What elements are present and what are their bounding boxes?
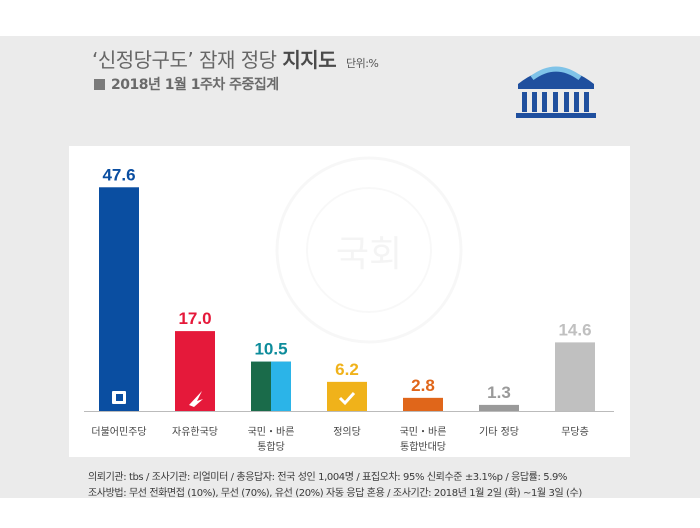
category-label-4-1: 통합반대당 bbox=[400, 441, 446, 453]
libertykorea-logo-icon bbox=[189, 391, 203, 407]
bar-4 bbox=[403, 397, 443, 411]
category-label-3-0: 정의당 bbox=[333, 426, 361, 438]
national-assembly-icon bbox=[516, 66, 596, 118]
category-label-2-0: 국민・바른 bbox=[248, 426, 295, 438]
chart-title: ‘신정당구도’ 잠재 정당 지지도 단위:% bbox=[92, 44, 379, 73]
category-label-0-0: 더불어민주당 bbox=[91, 426, 146, 438]
bar-2-left-half bbox=[251, 361, 271, 411]
value-label-0: 47.6 bbox=[102, 165, 135, 184]
square-bullet-icon bbox=[94, 79, 105, 90]
value-label-3: 6.2 bbox=[335, 360, 359, 379]
category-label-4-0: 국민・바른 bbox=[400, 426, 447, 438]
title-light: ‘신정당구도’ 잠재 정당 bbox=[92, 48, 277, 72]
minjoo-logo-inner-icon bbox=[116, 394, 123, 401]
watermark-text: 국회 bbox=[336, 234, 402, 275]
value-label-1: 17.0 bbox=[178, 309, 211, 328]
bar-3 bbox=[327, 381, 367, 411]
survey-footer: 의뢰기관: tbs / 조사기관: 리얼미터 / 총응답자: 전국 성인 1,0… bbox=[88, 470, 688, 502]
subtitle-text: 2018년 1월 1주차 주중집계 bbox=[111, 77, 279, 93]
bar-2-right-half bbox=[271, 361, 291, 411]
value-label-6: 14.6 bbox=[558, 320, 591, 339]
bar-5 bbox=[479, 404, 519, 411]
chart-subtitle: 2018년 1월 1주차 주중집계 bbox=[94, 74, 279, 94]
bar-0 bbox=[99, 187, 139, 411]
category-label-2-1: 통합당 bbox=[257, 441, 285, 453]
category-label-1-0: 자유한국당 bbox=[172, 426, 218, 438]
justice-check-icon bbox=[338, 391, 356, 406]
value-label-5: 1.3 bbox=[487, 383, 511, 402]
footer-line-2: 조사방법: 무선 전화면접 (10%), 무선 (70%), 유선 (20%) … bbox=[88, 488, 582, 499]
bar-6 bbox=[555, 342, 595, 411]
value-label-4: 2.8 bbox=[411, 376, 435, 395]
value-label-2: 10.5 bbox=[254, 340, 287, 359]
category-label-5-0: 기타 정당 bbox=[479, 426, 519, 438]
title-bold: 지지도 bbox=[282, 48, 337, 72]
category-label-6-0: 무당층 bbox=[561, 426, 589, 438]
footer-line-1: 의뢰기관: tbs / 조사기관: 리얼미터 / 총응답자: 전국 성인 1,0… bbox=[88, 472, 568, 483]
assembly-seal-watermark-icon: 국회 bbox=[275, 156, 463, 344]
bar-1 bbox=[175, 331, 215, 411]
unit-label: 단위:% bbox=[345, 57, 379, 70]
